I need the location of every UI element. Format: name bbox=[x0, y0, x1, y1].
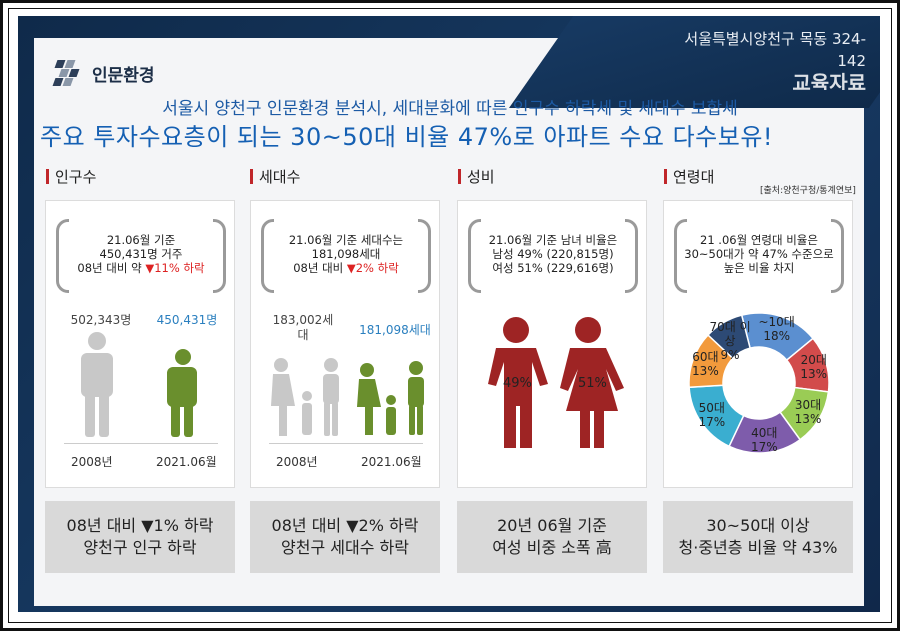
population-person-icons bbox=[81, 332, 197, 437]
baseline bbox=[64, 443, 218, 444]
gender-panel: 21.06월 기준 남녀 비율은 남성 49% (220,815명) 여성 51… bbox=[457, 200, 647, 488]
donut-label-3: 40대 17% bbox=[750, 425, 778, 454]
age-donut-chart bbox=[688, 312, 830, 454]
address-block: 서울특별시양천구 목동 324- 142 교육자료 bbox=[626, 28, 866, 90]
value-line: 183,002세 bbox=[272, 313, 334, 327]
summary-line: 양천구 인구 하락 bbox=[83, 538, 197, 557]
donut-label-5: 60대 13% bbox=[692, 349, 719, 378]
summary-line: 30~50대 이상 bbox=[706, 516, 810, 535]
section-title-households: 세대수 bbox=[250, 166, 300, 187]
baseline bbox=[269, 443, 423, 444]
households-2008-value: 183,002세 대 bbox=[263, 313, 343, 343]
donut-label-1: 20대 13% bbox=[800, 353, 828, 382]
logo-text: 인문환경 bbox=[92, 65, 155, 86]
year-label-2008: 2008년 bbox=[276, 455, 318, 469]
logo-mark-icon bbox=[52, 60, 84, 86]
female-percent: 51% bbox=[578, 376, 607, 391]
donut-label-0: ~10대 18% bbox=[758, 314, 795, 343]
donut-slice-6 bbox=[706, 314, 752, 360]
age-bubble: 21 .06월 연령대 비율은 30~50대가 약 47% 수준으로 높은 비율… bbox=[674, 219, 844, 293]
subtitle: 서울시 양천구 인문환경 분석시, 세대분화에 따른 인구수 하락세 및 세대수… bbox=[162, 99, 738, 119]
population-2008-value: 502,343명 bbox=[70, 313, 132, 327]
year-label-2008: 2008년 bbox=[71, 455, 113, 469]
person-icon-2021 bbox=[167, 349, 197, 437]
year-label-2021: 2021.06월 bbox=[156, 455, 217, 469]
person-icon-2008 bbox=[81, 332, 113, 437]
summary-line: 08년 대비 ▼1% 하락 bbox=[66, 516, 214, 535]
female-icon bbox=[560, 317, 624, 448]
section-title-gender: 성비 bbox=[458, 166, 495, 187]
year-label-2021: 2021.06월 bbox=[361, 455, 422, 469]
value-line: 대 bbox=[297, 328, 309, 342]
bubble-line: 남성 49% (220,815명) bbox=[492, 247, 614, 261]
logo: 인문환경 bbox=[52, 60, 155, 86]
bubble-line: 높은 비율 차지 bbox=[723, 261, 795, 275]
bubble-line: 08년 대비 ▼2% 하락 bbox=[293, 261, 399, 275]
headline: 주요 투자수요층이 되는 30~50대 비율 47%로 아파트 수요 다수보유! bbox=[40, 123, 774, 151]
households-summary: 08년 대비 ▼2% 하락 양천구 세대수 하락 bbox=[250, 501, 440, 573]
bubble-line: 30~50대가 약 47% 수준으로 bbox=[684, 247, 834, 261]
family-icon-2021 bbox=[357, 361, 424, 435]
summary-line: 양천구 세대수 하락 bbox=[281, 538, 409, 557]
summary-line: 여성 비중 소폭 高 bbox=[492, 538, 612, 557]
address-line1: 서울특별시양천구 목동 324- bbox=[684, 30, 866, 48]
population-2021-value: 450,431명 bbox=[156, 313, 218, 327]
population-bubble: 21.06월 기준 450,431명 거주 08년 대비 약 ▼11% 하락 bbox=[56, 219, 226, 293]
households-panel: 21.06월 기준 세대수는 181,098세대 08년 대비 ▼2% 하락 1… bbox=[250, 200, 440, 488]
address-line2: 142 bbox=[837, 52, 866, 70]
bubble-line: 21 .06월 연령대 비율은 bbox=[700, 233, 818, 247]
population-panel: 21.06월 기준 450,431명 거주 08년 대비 약 ▼11% 하락 5… bbox=[45, 200, 235, 488]
age-panel: 21 .06월 연령대 비율은 30~50대가 약 47% 수준으로 높은 비율… bbox=[663, 200, 853, 488]
households-2021-value: 181,098세대 bbox=[359, 323, 431, 337]
age-summary: 30~50대 이상 청·중년층 비율 약 43% bbox=[663, 501, 853, 573]
male-percent: 49% bbox=[503, 376, 532, 391]
population-summary: 08년 대비 ▼1% 하락 양천구 인구 하락 bbox=[45, 501, 235, 573]
section-title-population: 인구수 bbox=[46, 166, 96, 187]
bubble-line: 181,098세대 bbox=[311, 247, 381, 261]
male-icon bbox=[488, 317, 548, 448]
bubble-line: 21.06월 기준 세대수는 bbox=[288, 233, 404, 247]
family-icons bbox=[271, 358, 424, 436]
summary-line: 청·중년층 비율 약 43% bbox=[678, 538, 838, 557]
family-icon-2008 bbox=[271, 358, 339, 436]
inner-frame bbox=[8, 8, 892, 623]
donut-label-4: 50대 17% bbox=[698, 400, 726, 429]
bubble-line: 450,431명 거주 bbox=[99, 247, 183, 261]
bubble-line: 08년 대비 약 ▼11% 하락 bbox=[77, 261, 205, 275]
bubble-line: 여성 51% (229,616명) bbox=[492, 261, 614, 275]
summary-line: 08년 대비 ▼2% 하락 bbox=[271, 516, 419, 535]
donut-label-2: 30대 13% bbox=[794, 398, 822, 427]
gender-summary: 20년 06월 기준 여성 비중 소폭 高 bbox=[457, 501, 647, 573]
households-bubble: 21.06월 기준 세대수는 181,098세대 08년 대비 ▼2% 하락 bbox=[261, 219, 431, 293]
bubble-line: 21.06월 기준 남녀 비율은 bbox=[488, 233, 618, 247]
donut-label-6: 70대 이상 9% bbox=[709, 319, 751, 362]
section-title-age: 연령대 bbox=[664, 166, 714, 187]
summary-line: 20년 06월 기준 bbox=[497, 516, 607, 535]
gender-person-icons bbox=[488, 317, 624, 448]
source-note: [출처:양천구청/통계연보] bbox=[760, 186, 856, 196]
document-type: 교육자료 bbox=[792, 72, 866, 90]
bubble-line: 21.06월 기준 bbox=[106, 233, 176, 247]
gender-bubble: 21.06월 기준 남녀 비율은 남성 49% (220,815명) 여성 51… bbox=[468, 219, 638, 293]
